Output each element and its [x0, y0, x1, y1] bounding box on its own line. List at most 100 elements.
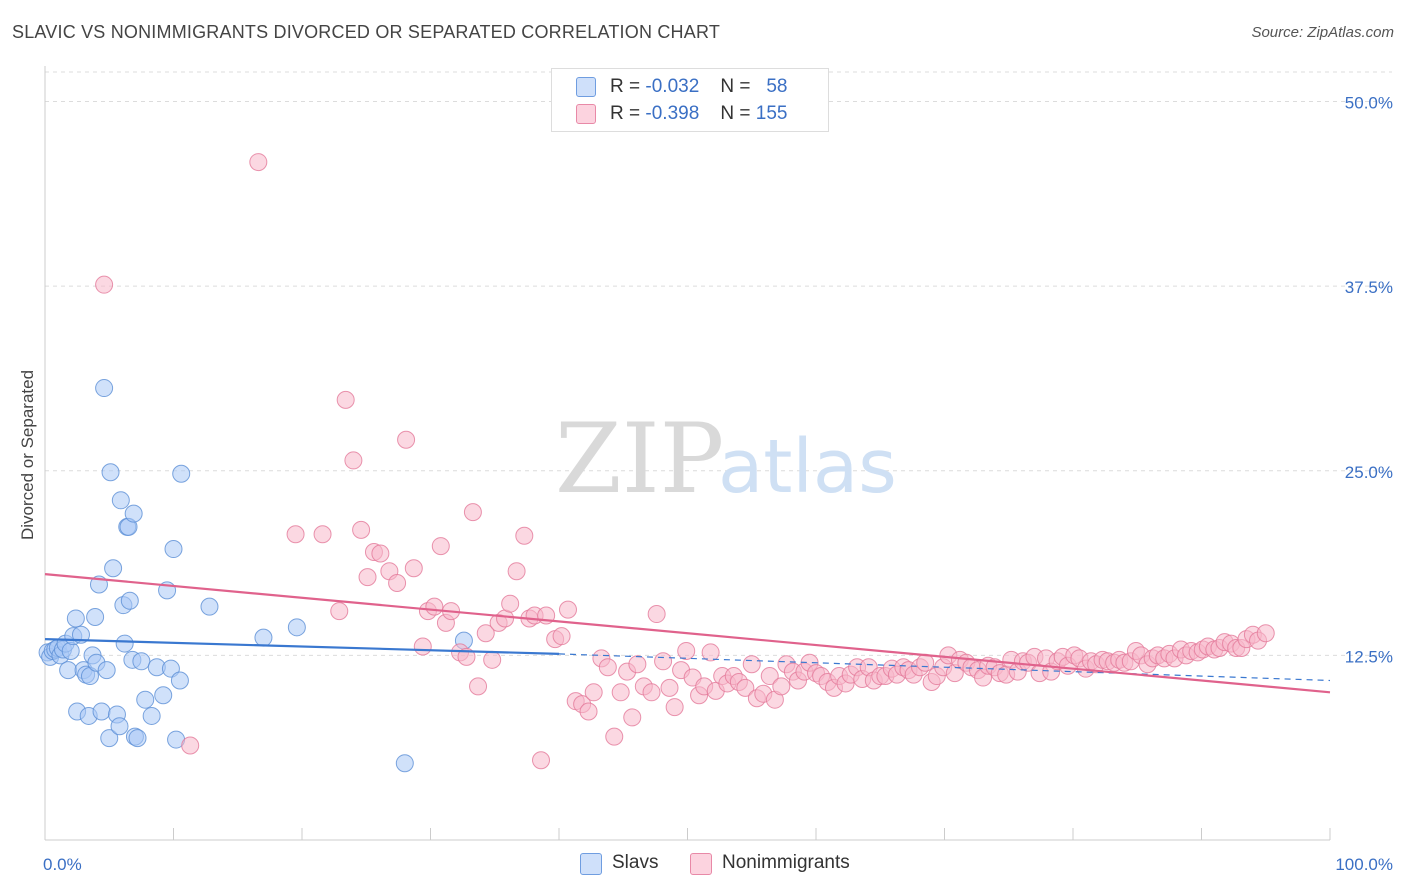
point-nonimmigrants-4 — [313, 525, 332, 544]
point-nonimmigrants-7 — [344, 451, 363, 470]
legend-swatch-slavs — [576, 77, 596, 97]
point-slavs-9 — [61, 641, 80, 660]
point-slavs-53 — [287, 618, 306, 637]
point-nonimmigrants-35 — [532, 751, 551, 770]
n-value-slavs: 58 — [766, 76, 788, 97]
point-nonimmigrants-8 — [352, 520, 371, 539]
point-nonimmigrants-14 — [397, 430, 416, 449]
trend-line-slavs — [44, 638, 560, 656]
point-slavs-54 — [395, 754, 414, 773]
point-slavs-40 — [132, 652, 151, 671]
watermark-zip: ZIP — [555, 403, 724, 515]
point-nonimmigrants-49 — [623, 708, 642, 727]
point-nonimmigrants-53 — [647, 605, 666, 624]
point-nonimmigrants-2 — [249, 153, 268, 172]
point-slavs-27 — [104, 559, 123, 578]
point-nonimmigrants-9 — [358, 568, 377, 587]
point-slavs-35 — [120, 591, 139, 610]
n-label: N = — [720, 103, 751, 124]
n-value-nonimmigrants: 155 — [755, 103, 788, 124]
point-nonimmigrants-47 — [611, 683, 630, 702]
point-nonimmigrants-1 — [181, 736, 200, 755]
legend-text-nonimmigrants: R = -0.398 N = 155 — [610, 103, 787, 125]
point-nonimmigrants-74 — [772, 677, 791, 696]
point-nonimmigrants-18 — [425, 597, 444, 616]
point-slavs-39 — [128, 729, 147, 748]
r-value-nonimmigrants: -0.398 — [645, 103, 700, 124]
point-nonimmigrants-32 — [515, 526, 534, 545]
point-nonimmigrants-25 — [469, 677, 488, 696]
axes — [44, 66, 1331, 841]
point-nonimmigrants-3 — [286, 525, 305, 544]
point-nonimmigrants-0 — [95, 275, 114, 294]
point-nonimmigrants-43 — [584, 683, 603, 702]
point-nonimmigrants-5 — [330, 602, 349, 621]
point-nonimmigrants-23 — [457, 647, 476, 666]
correlation-legend: R = -0.032 N = 58 R = -0.398 N = 155 — [551, 68, 829, 132]
point-nonimmigrants-55 — [660, 678, 679, 697]
source-label: Source: ZipAtlas.com — [1251, 24, 1394, 41]
point-nonimmigrants-52 — [642, 683, 661, 702]
point-nonimmigrants-11 — [371, 544, 390, 563]
data-points — [38, 153, 1275, 773]
y-tick-label-0: 12.5% — [1345, 647, 1393, 666]
legend-bottom-label-slavs: Slavs — [612, 852, 659, 873]
point-nonimmigrants-42 — [579, 702, 598, 721]
point-nonimmigrants-26 — [476, 624, 495, 643]
watermark: ZIP atlas — [555, 403, 897, 515]
point-nonimmigrants-45 — [598, 658, 617, 677]
point-nonimmigrants-6 — [336, 390, 355, 409]
point-nonimmigrants-69 — [742, 655, 761, 674]
point-nonimmigrants-99 — [916, 653, 935, 672]
point-slavs-51 — [200, 597, 219, 616]
r-label: R = — [610, 76, 641, 97]
point-slavs-25 — [100, 729, 119, 748]
point-nonimmigrants-31 — [507, 562, 526, 581]
point-slavs-22 — [92, 702, 111, 721]
point-nonimmigrants-46 — [605, 727, 624, 746]
point-nonimmigrants-58 — [677, 641, 696, 660]
point-slavs-30 — [111, 491, 130, 510]
n-label: N = — [720, 76, 751, 97]
point-slavs-23 — [95, 379, 114, 398]
point-slavs-50 — [172, 464, 191, 483]
y-tick-label-2: 37.5% — [1345, 278, 1393, 297]
watermark-atlas: atlas — [718, 424, 897, 510]
point-slavs-42 — [142, 706, 161, 725]
r-label: R = — [610, 103, 641, 124]
point-slavs-41 — [136, 690, 155, 709]
trend-lines — [44, 573, 1331, 694]
point-slavs-49 — [170, 671, 189, 690]
point-slavs-29 — [110, 717, 129, 736]
point-slavs-26 — [101, 463, 120, 482]
point-nonimmigrants-30 — [501, 594, 520, 613]
point-nonimmigrants-27 — [483, 650, 502, 669]
gridlines — [45, 71, 1392, 656]
x-tick-label-1: 100.0% — [1335, 855, 1393, 874]
x-tick-label-0: 0.0% — [43, 855, 82, 874]
point-slavs-19 — [86, 607, 105, 626]
point-nonimmigrants-62 — [701, 643, 720, 662]
legend-swatch-nonimmigrants — [576, 104, 596, 124]
point-slavs-32 — [115, 634, 134, 653]
point-nonimmigrants-50 — [628, 655, 647, 674]
trend-line-slavs-extension — [558, 653, 1331, 682]
point-nonimmigrants-24 — [463, 503, 482, 522]
point-nonimmigrants-159 — [1256, 624, 1275, 643]
trend-line-nonimmigrants — [44, 573, 1331, 694]
point-nonimmigrants-72 — [760, 667, 779, 686]
point-nonimmigrants-39 — [558, 600, 577, 619]
point-nonimmigrants-54 — [654, 652, 673, 671]
legend-bottom-label-nonimmigrants: Nonimmigrants — [722, 852, 850, 873]
tick-labels: 12.5% 25.0% 37.5% 50.0% 0.0% 100.0% — [43, 94, 1393, 874]
legend-bottom-swatch-nonimmigrants — [690, 853, 712, 875]
point-nonimmigrants-19 — [431, 537, 450, 556]
point-nonimmigrants-16 — [413, 637, 432, 656]
point-slavs-44 — [154, 686, 173, 705]
y-tick-label-1: 25.0% — [1345, 463, 1393, 482]
point-nonimmigrants-68 — [736, 678, 755, 697]
point-slavs-8 — [59, 661, 78, 680]
r-value-slavs: -0.032 — [645, 76, 700, 97]
point-slavs-47 — [164, 540, 183, 559]
